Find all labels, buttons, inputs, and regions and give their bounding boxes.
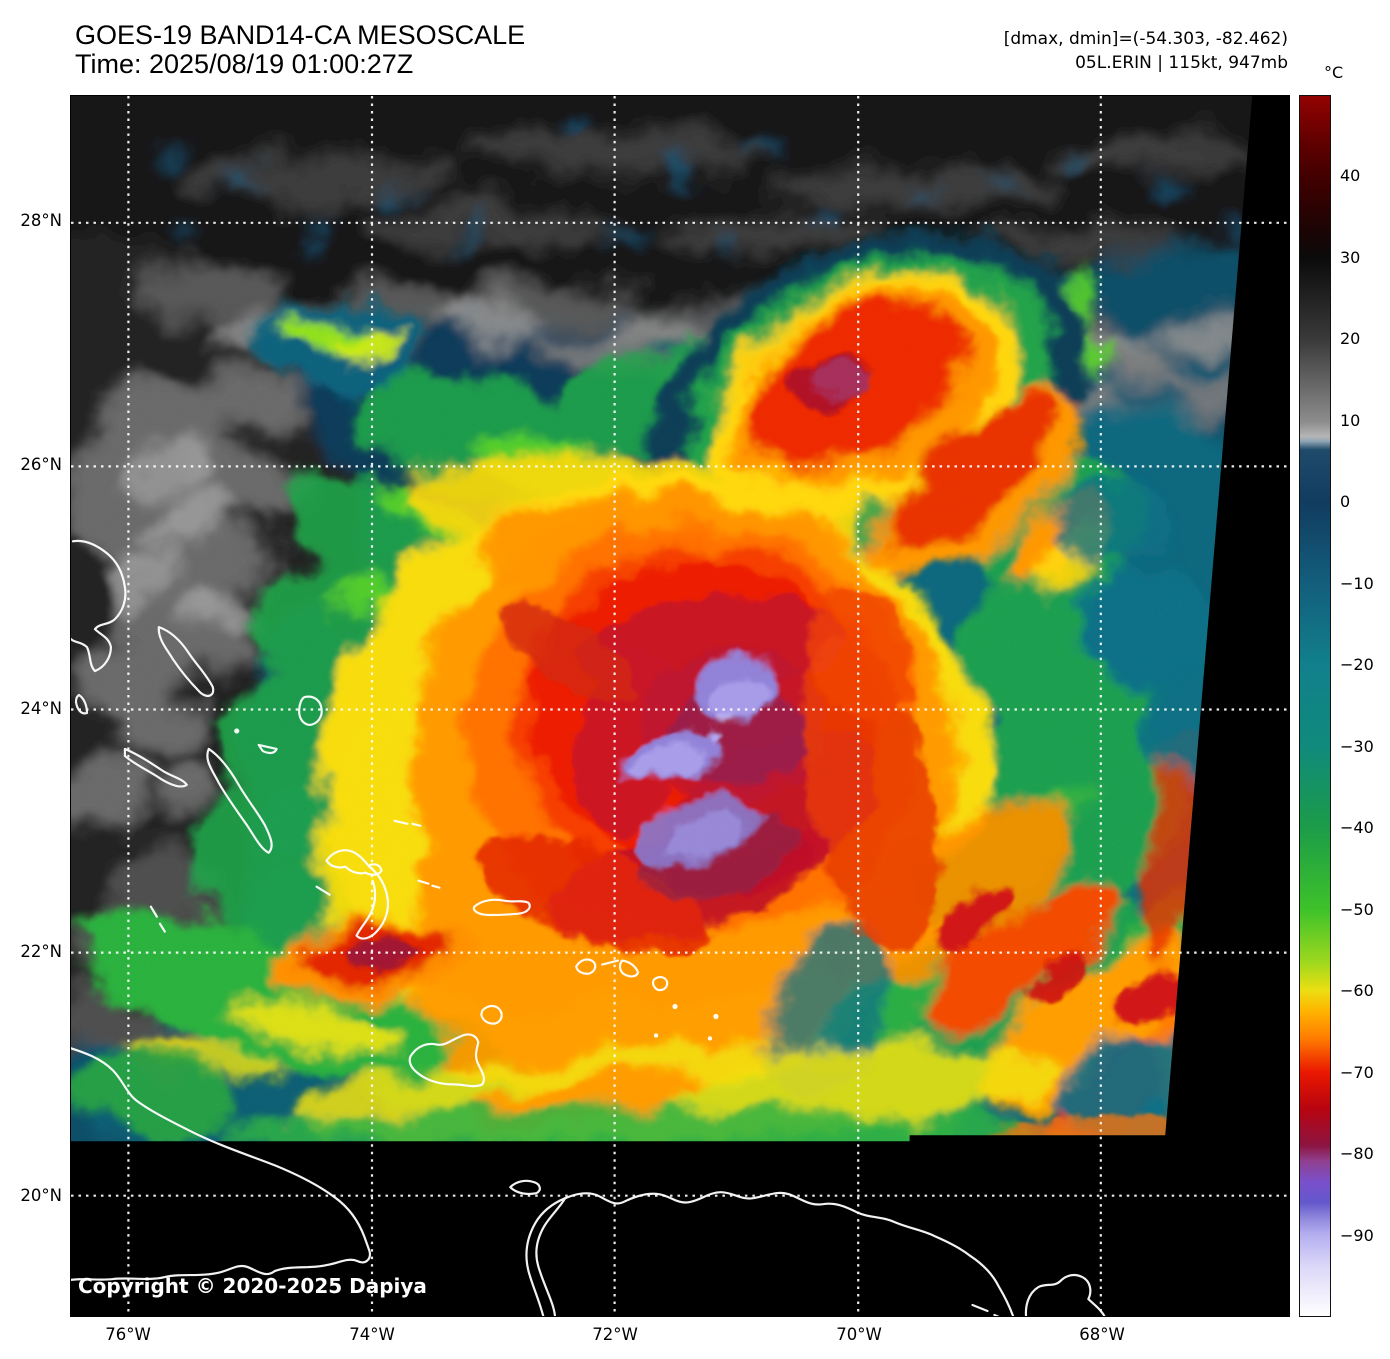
colorbar-tick: −60: [1340, 981, 1374, 1000]
colorbar-tick: 40: [1340, 166, 1361, 185]
coastlines: [71, 539, 1106, 1316]
colorbar-tick: −30: [1340, 737, 1374, 756]
colorbar-tick: 0: [1340, 492, 1351, 511]
no-data-mask: [71, 96, 1289, 1316]
colorbar-tick: −50: [1340, 900, 1374, 919]
colorbar-tick: −70: [1340, 1063, 1374, 1082]
colorbar-unit-label: °C: [1324, 63, 1344, 82]
lon-label-68w: 68°W: [1079, 1325, 1125, 1344]
satellite-map-image: [70, 95, 1290, 1317]
product-title: GOES-19 BAND14-CA MESOSCALE: [75, 20, 526, 50]
colorbar-tick: 20: [1340, 329, 1361, 348]
latlon-gridlines: [71, 96, 1289, 1316]
colorbar-tick: −80: [1340, 1144, 1374, 1163]
temperature-colorbar: [1299, 95, 1331, 1317]
colorbar-tick: 30: [1340, 248, 1361, 267]
infrared-imagery: [71, 96, 1289, 1316]
lat-label-20n: 20°N: [20, 1186, 62, 1205]
lat-label-28n: 28°N: [20, 211, 62, 230]
timestamp-line: Time: 2025/08/19 01:00:27Z: [75, 49, 414, 79]
colorbar-tick: −10: [1340, 574, 1374, 593]
lat-label-24n: 24°N: [20, 699, 62, 718]
dmax-dmin-line: [dmax, dmin]=(-54.303, -82.462): [1003, 29, 1288, 49]
copyright-notice: Copyright © 2020-2025 Dapiya: [78, 1274, 427, 1298]
lat-label-22n: 22°N: [20, 942, 62, 961]
lon-label-74w: 74°W: [349, 1325, 395, 1344]
storm-info-line: 05L.ERIN | 115kt, 947mb: [1075, 53, 1288, 73]
colorbar-tick: 10: [1340, 411, 1361, 430]
lon-label-70w: 70°W: [836, 1325, 882, 1344]
lon-label-72w: 72°W: [592, 1325, 638, 1344]
colorbar-tick: −90: [1340, 1226, 1374, 1245]
lat-label-26n: 26°N: [20, 455, 62, 474]
lon-label-76w: 76°W: [105, 1325, 151, 1344]
colorbar-tick: −20: [1340, 655, 1374, 674]
colorbar-tick: −40: [1340, 818, 1374, 837]
